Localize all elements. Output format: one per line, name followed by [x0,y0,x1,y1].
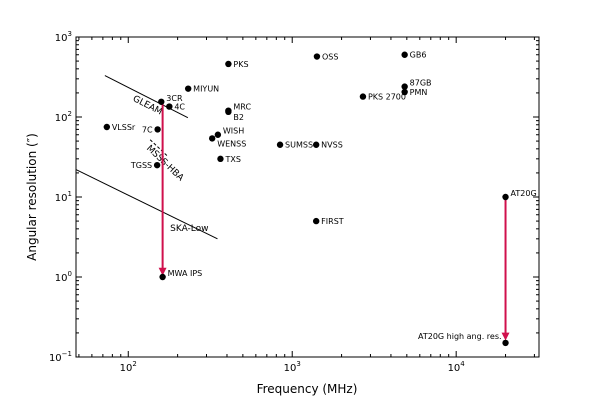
x-axis-title: Frequency (MHz) [257,382,358,396]
data-point [103,123,111,131]
y-tick-label: 10−1 [49,350,72,364]
data-point [184,85,192,92]
data-point [401,51,408,58]
data-point [313,53,321,60]
reference-line [75,169,218,240]
data-point-label: TXS [224,155,240,164]
data-point [225,108,232,116]
x-tick-label: 104 [448,360,466,374]
arrows [158,102,510,341]
data-point [217,155,224,163]
data-point-label: WENSS [217,139,246,148]
data-point-label: 3CR [166,94,183,103]
data-point [401,83,408,90]
data-point [159,273,166,281]
data-point [312,141,320,148]
data-point-label: MWA IPS [168,269,203,278]
data-point-label: 4C [174,103,185,112]
data-point-label: PKS [233,60,248,69]
data-point-label: OSS [322,53,338,62]
data-point [225,60,232,68]
data-point-label: B2 [233,113,244,122]
axis-ticks: 102 103 104 10−1 100 101 102 103 [49,30,539,374]
data-point [166,103,173,110]
x-tick-label: 103 [284,360,301,374]
reference-line-label: SKA-Low [170,224,208,234]
data-point-label: 7C [142,125,153,134]
data-point [154,126,161,133]
data-point-label: GB6 [410,51,427,60]
data-point [153,161,161,169]
data-point-label: WISH [223,127,244,136]
data-point-label: NVSS [321,141,343,150]
data-point [401,88,408,96]
plot-frame [75,36,540,358]
data-point [312,217,320,225]
y-tick-label: 103 [55,30,72,44]
data-point [276,141,284,148]
data-point [359,93,367,100]
y-tick-label: 100 [55,270,72,284]
data-point-label: PMN [410,88,428,97]
data-point [158,98,165,105]
y-tick-label: 102 [55,110,72,124]
reference-line-label: GLEAM [131,94,164,117]
data-point-label: AT20G [511,189,537,198]
reference-line [104,75,189,119]
data-point [214,131,222,138]
data-point-label: AT20G high ang. res. [418,332,502,341]
data-point-label: MRC [233,103,251,112]
data-point-label: FIRST [321,217,344,226]
data-point-label: 87GB [410,79,432,88]
y-tick-label: 101 [55,190,72,204]
data-point-label: MIYUN [193,85,219,94]
data-point-label: SUMSS [285,141,313,150]
data-point-label: PKS 2700 [368,93,406,102]
data-point-label: TGSS [130,161,152,170]
reference-line [149,139,168,156]
data-point-label: VLSSr [112,123,136,132]
data-point [502,193,509,201]
data-point [208,135,216,142]
data-point [502,339,509,347]
x-tick-label: 102 [120,360,137,374]
y-axis-title: Angular resolution (″) [25,133,39,261]
